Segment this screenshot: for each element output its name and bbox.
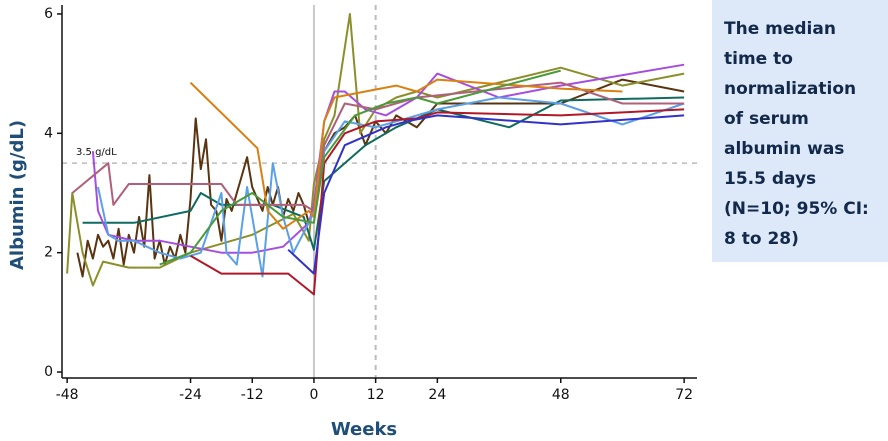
series-line	[66, 13, 685, 287]
series-line	[91, 63, 685, 254]
callout-line: of serum	[724, 109, 809, 129]
x-axis-label: Weeks	[331, 419, 397, 440]
series-line	[159, 69, 561, 266]
y-tick-label: 0	[44, 364, 53, 380]
callout-line: time to	[724, 49, 793, 69]
x-tick-label: -24	[179, 387, 202, 403]
callout-line: (N=10; 95% CI:	[724, 199, 869, 219]
x-tick-label: -12	[241, 387, 264, 403]
series-line	[76, 78, 685, 278]
y-tick-label: 4	[44, 125, 53, 141]
series-line	[71, 81, 685, 212]
series-line	[189, 78, 623, 230]
callout-line: 8 to 28)	[724, 229, 799, 249]
series-line	[82, 96, 685, 251]
x-tick-label: 12	[367, 387, 385, 403]
y-tick-label: 2	[44, 245, 53, 261]
y-axis-label: Albumin (g/dL)	[7, 120, 28, 270]
x-tick-label: 48	[552, 387, 570, 403]
reference-label: 3.5 g/dL	[76, 147, 117, 158]
y-tick-label: 6	[44, 6, 53, 22]
x-tick-label: 72	[675, 387, 693, 403]
callout-line: The median	[724, 19, 836, 39]
x-tick-label: 24	[428, 387, 446, 403]
series-line	[287, 114, 685, 275]
x-tick-label: 0	[309, 387, 318, 403]
callout-line: albumin was	[724, 139, 845, 159]
callout-box: The median time to normalization of serum al…	[712, 0, 888, 262]
series-line	[189, 108, 685, 296]
callout-line: normalization	[724, 79, 857, 99]
x-tick-label: -48	[56, 387, 79, 403]
callout-line: 15.5 days	[724, 169, 817, 189]
